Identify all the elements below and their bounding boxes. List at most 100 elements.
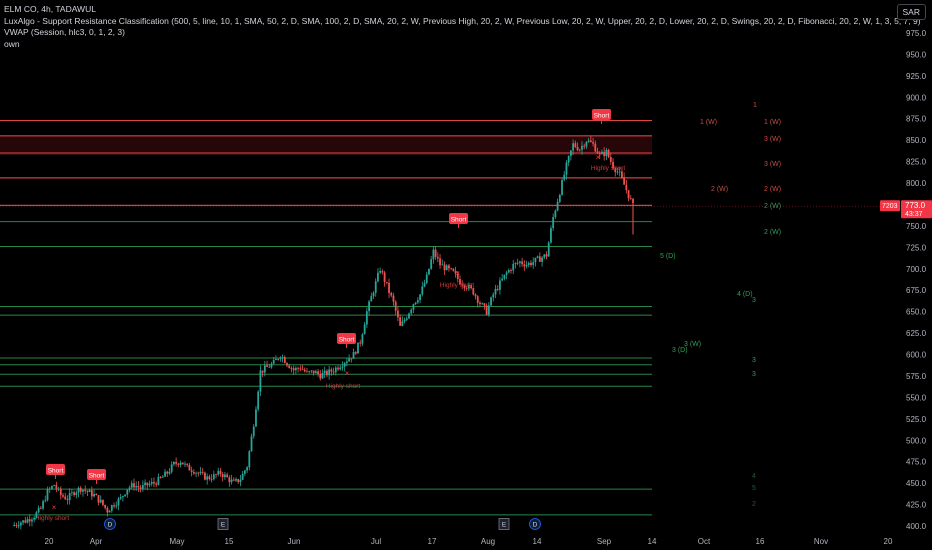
candle-body: [326, 370, 328, 376]
candle-body: [15, 524, 18, 526]
candle-body: [179, 462, 182, 465]
candle-body: [124, 494, 127, 497]
candle-body: [601, 151, 603, 154]
candle-body: [186, 463, 189, 465]
candle-body: [133, 483, 135, 488]
candle-body: [328, 369, 331, 376]
candle-body: [554, 210, 557, 218]
highly-short-label: Highly short: [326, 383, 361, 390]
candle-body: [479, 302, 481, 305]
candle-body: [474, 294, 477, 297]
candle-body: [53, 485, 56, 487]
candle-body: [215, 474, 217, 476]
candle-body: [419, 294, 421, 301]
candle-body: [423, 283, 426, 287]
candle-body: [403, 319, 406, 322]
candle-body: [589, 140, 592, 143]
candle-body: [487, 305, 490, 315]
indicator-vwap[interactable]: VWAP (Session, hlc3, 0, 1, 2, 3): [4, 27, 125, 37]
candle-body: [141, 485, 144, 489]
price-axis-tick: 800.0: [906, 179, 927, 188]
candle-body: [139, 487, 142, 489]
candle-body: [199, 471, 202, 474]
event-marker-label: E: [502, 522, 507, 529]
candle-body: [414, 302, 417, 305]
candle-body: [490, 297, 492, 306]
candle-body: [228, 477, 231, 483]
candle-body: [399, 317, 402, 326]
candle-body: [263, 365, 266, 373]
candle-body: [467, 285, 470, 289]
time-axis-label: 20: [45, 537, 54, 546]
candle-body: [450, 268, 453, 270]
candle-body: [281, 357, 284, 358]
candle-body: [257, 391, 260, 410]
support-level-label: 2 (W): [764, 203, 781, 210]
candle-body: [521, 261, 524, 265]
resistance-level-label: 2 (W): [711, 186, 728, 193]
candle-body: [177, 463, 180, 465]
support-level-label: 3: [752, 357, 756, 364]
candle-body: [102, 499, 104, 505]
candle-body: [31, 519, 33, 522]
highly-short-label: Highly short: [35, 515, 70, 522]
candle-body: [297, 367, 300, 369]
candle-body: [494, 288, 497, 295]
support-level-label: 5 (D): [660, 253, 676, 260]
last-price-tag: [901, 200, 932, 219]
candle-body: [627, 190, 630, 199]
vwap-value: 7203: [882, 203, 898, 210]
candle-body: [612, 161, 614, 169]
candle-body: [192, 471, 195, 474]
price-axis-tick: 575.0: [906, 372, 927, 381]
candle-body: [146, 482, 149, 486]
candle-body: [379, 271, 382, 273]
candle-body: [452, 268, 455, 272]
candle-body: [35, 512, 38, 518]
price-axis-tick: 650.0: [906, 308, 927, 317]
indicator-luxalgo[interactable]: LuxAlgo - Support Resistance Classificat…: [4, 15, 921, 26]
candle-body: [585, 141, 588, 147]
candle-body: [232, 479, 235, 481]
candle-body: [108, 510, 111, 513]
candle-body: [121, 496, 124, 498]
candle-body: [607, 149, 610, 158]
candle-body: [62, 495, 64, 497]
indicator-own[interactable]: own: [4, 38, 20, 49]
highly-short-marker: ×: [596, 153, 601, 162]
candle-body: [443, 264, 446, 271]
candle-body: [279, 357, 282, 360]
candle-body: [383, 272, 386, 282]
candle-body: [470, 285, 472, 289]
candle-body: [250, 436, 253, 452]
price-axis-tick: 900.0: [906, 93, 927, 102]
short-signal-label: Short: [48, 468, 64, 475]
candle-body: [578, 149, 581, 151]
price-axis-tick: 525.0: [906, 415, 927, 424]
currency-button[interactable]: SAR: [896, 4, 926, 20]
candle-body: [361, 334, 364, 344]
resistance-zone: [0, 153, 652, 156]
candle-body: [64, 496, 67, 500]
candle-body: [448, 265, 450, 269]
candle-body: [421, 286, 424, 295]
short-signal-label: Short: [339, 337, 355, 344]
time-axis-label: 15: [225, 537, 234, 546]
candle-body: [359, 342, 362, 344]
candle-body: [301, 369, 304, 370]
symbol-title[interactable]: ELM CO, 4h, TADAWUL: [4, 4, 96, 14]
candle-body: [536, 256, 539, 258]
candle-body: [616, 171, 619, 173]
candle-body: [77, 487, 80, 493]
candle-body: [496, 288, 499, 290]
highly-short-label: Highly short: [440, 282, 475, 289]
candle-body: [492, 294, 495, 298]
support-level-label: 3: [752, 371, 756, 378]
candle-body: [195, 472, 197, 474]
candle-body: [534, 257, 537, 263]
candle-body: [412, 304, 415, 310]
candle-body: [48, 488, 51, 490]
candle-body: [188, 464, 191, 471]
candle-body: [181, 462, 184, 465]
